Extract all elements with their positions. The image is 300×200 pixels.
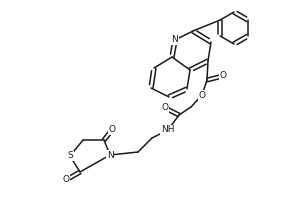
Text: S: S xyxy=(67,152,73,160)
Text: N: N xyxy=(106,150,113,160)
Text: NH: NH xyxy=(161,126,175,134)
Text: O: O xyxy=(62,176,70,184)
Text: O: O xyxy=(199,90,206,99)
Text: O: O xyxy=(220,72,226,80)
Text: O: O xyxy=(109,126,116,134)
Text: O: O xyxy=(161,104,169,112)
Text: N: N xyxy=(172,36,178,45)
